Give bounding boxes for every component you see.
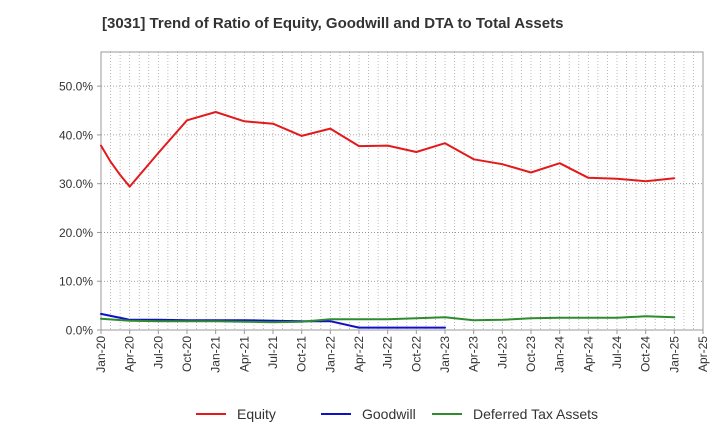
series-line-equity [100,111,676,188]
chart-title: [3031] Trend of Ratio of Equity, Goodwil… [102,15,564,32]
series-lines [100,111,676,329]
y-tick-label: 0.0% [66,324,94,338]
x-tick-label: Jan-21 [209,336,223,373]
legend-label: Deferred Tax Assets [473,406,598,422]
x-tick-label: Oct-20 [180,336,194,372]
x-tick-label: Jul-20 [151,336,165,369]
legend: Equity Goodwill Deferred Tax Assets [196,406,598,422]
x-tick-label: Jan-20 [94,336,108,373]
x-tick-label: Oct-21 [295,336,309,372]
series-line-goodwill [100,312,446,329]
y-tick-label: 40.0% [59,128,93,142]
x-tick-label: Jan-23 [438,336,452,373]
x-tick-label: Oct-23 [524,336,538,372]
x-tick-label: Apr-22 [352,336,366,372]
y-tick-label: 50.0% [59,80,93,94]
x-tick-label: Jan-25 [667,336,681,373]
x-tick-label: Jul-24 [610,336,624,369]
y-axis: 0.0% 10.0% 20.0% 30.0% 40.0% 50.0% [59,80,101,338]
x-axis: Jan-20 Apr-20 Jul-20 Oct-20 Jan-21 Apr-21 Jul-… [94,330,710,373]
x-tick-label: Apr-21 [237,336,251,372]
y-tick-label: 10.0% [59,275,93,289]
y-tick-label: 30.0% [59,177,93,191]
x-tick-label: Oct-24 [639,336,653,372]
x-tick-label: Apr-25 [696,336,710,372]
x-tick-label: Jul-23 [495,336,509,369]
x-tick-label: Apr-20 [123,336,137,372]
legend-label: Goodwill [362,406,416,422]
grid-lines [101,52,703,330]
x-tick-label: Apr-23 [467,336,481,372]
plot-frame [100,51,704,331]
x-tick-label: Jul-22 [381,336,395,369]
y-tick-label: 20.0% [59,226,93,240]
x-tick-label: Oct-22 [409,336,423,372]
x-tick-label: Jul-21 [266,336,280,369]
x-tick-label: Jan-24 [553,336,567,373]
x-tick-label: Apr-24 [581,336,595,372]
legend-label: Equity [237,406,276,422]
series-line-deferred-tax-assets [100,315,676,324]
x-tick-label: Jan-22 [323,336,337,373]
